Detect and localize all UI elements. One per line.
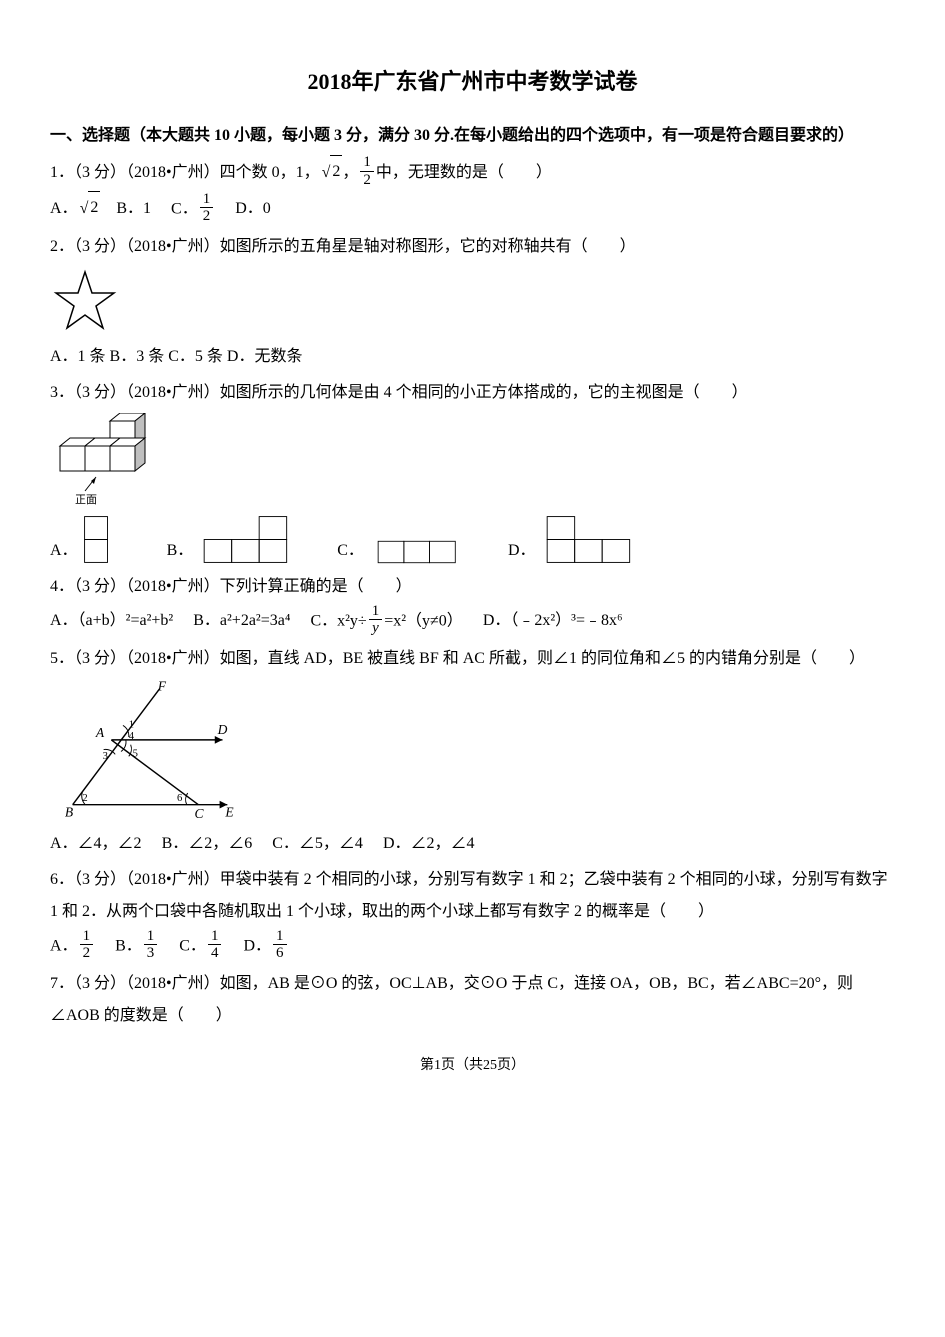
svg-text:D: D	[217, 722, 228, 737]
q6-choices: A．12 B．13 C．14 D．16	[50, 930, 895, 964]
q6-choice-a: A．12	[50, 930, 95, 964]
svg-text:3: 3	[103, 751, 108, 762]
q6-choice-d: D．16	[243, 930, 288, 964]
svg-text:4: 4	[129, 731, 135, 742]
q5-figure-icon: F A D B C E 1 4 3 5 2 6	[50, 679, 250, 824]
cube-figure-icon: 正面	[50, 413, 160, 508]
page-title: 2018年广东省广州市中考数学试卷	[50, 60, 895, 104]
q4-choice-c: C．x²y÷1y=x²（y≠0）	[310, 605, 462, 639]
sqrt-2-icon: 2	[320, 156, 343, 189]
question-7: 7．（3 分）（2018•广州）如图，AB 是⊙O 的弦，OC⊥AB，交⊙O 于…	[50, 968, 895, 1032]
q1-choice-b: B．1	[116, 193, 151, 225]
q6-choice-c: C．14	[179, 930, 223, 964]
frac-1-2-icon: 12	[200, 191, 214, 225]
svg-text:6: 6	[177, 792, 182, 803]
svg-text:A: A	[95, 725, 105, 740]
frac-1-6-icon: 16	[273, 928, 287, 962]
frac-1-y-icon: 1y	[369, 603, 383, 637]
frac-1-2-icon: 12	[360, 154, 374, 188]
q1-stem-c: 中，无理数的是（ ）	[376, 164, 552, 181]
question-5: 5．（3 分）（2018•广州）如图，直线 AD，BE 被直线 BF 和 AC …	[50, 643, 895, 675]
q1-choice-d: D．0	[235, 193, 271, 225]
q4-choice-b: B．a²+2a²=3a⁴	[193, 605, 290, 637]
q5-choice-d: D．∠2，∠4	[383, 828, 475, 860]
q3-option-c-icon	[366, 537, 476, 567]
q3-choice-a-label: A．	[50, 535, 78, 567]
q1-stem-a: 1．（3 分）（2018•广州）四个数 0，1，	[50, 164, 320, 181]
q3-choice-c-label: C．	[337, 535, 364, 567]
q6-choice-b: B．13	[115, 930, 159, 964]
q3-choices: A． B． C． D．	[50, 512, 895, 567]
question-2: 2．（3 分）（2018•广州）如图所示的五角星是轴对称图形，它的对称轴共有（ …	[50, 231, 895, 263]
question-4: 4．（3 分）（2018•广州）下列计算正确的是（ ）	[50, 571, 895, 603]
frac-1-3-icon: 13	[144, 928, 158, 962]
q5-choice-a: A．∠4，∠2	[50, 828, 142, 860]
q1-choice-a: A．2	[50, 192, 100, 225]
q4-choices: A．（a+b）²=a²+b² B．a²+2a²=3a⁴ C．x²y÷1y=x²（…	[50, 605, 895, 639]
q1-stem-b: ，	[342, 164, 358, 181]
question-1: 1．（3 分）（2018•广州）四个数 0，1，2，12中，无理数的是（ ）	[50, 156, 895, 190]
q5-choice-c: C．∠5，∠4	[272, 828, 363, 860]
question-6: 6．（3 分）（2018•广州）甲袋中装有 2 个相同的小球，分别写有数字 1 …	[50, 864, 895, 928]
q5-choice-b: B．∠2，∠6	[162, 828, 253, 860]
q5-choices: A．∠4，∠2 B．∠2，∠6 C．∠5，∠4 D．∠2，∠4	[50, 828, 895, 860]
q2-choices: A．1 条 B．3 条 C．5 条 D．无数条	[50, 341, 895, 373]
star-figure-icon	[50, 267, 120, 337]
exam-page: 2018年广东省广州市中考数学试卷 一、选择题（本大题共 10 小题，每小题 3…	[0, 0, 945, 1110]
svg-text:1: 1	[129, 719, 134, 730]
q3-option-d-icon	[538, 512, 648, 567]
frac-1-2-icon: 12	[80, 928, 94, 962]
svg-text:E: E	[224, 804, 234, 819]
q3-choice-d-label: D．	[508, 535, 536, 567]
svg-text:F: F	[157, 679, 167, 694]
question-3: 3．（3 分）（2018•广州）如图所示的几何体是由 4 个相同的小正方体搭成的…	[50, 377, 895, 409]
section-header: 一、选择题（本大题共 10 小题，每小题 3 分，满分 30 分.在每小题给出的…	[50, 120, 895, 152]
page-footer: 第1页（共25页）	[50, 1052, 895, 1080]
sqrt-2-icon: 2	[78, 192, 101, 225]
q4-choice-d: D．（﹣2x²）³=﹣8x⁶	[483, 605, 623, 637]
q4-choice-a: A．（a+b）²=a²+b²	[50, 605, 173, 637]
svg-text:2: 2	[82, 792, 87, 803]
q3-option-a-icon	[80, 512, 135, 567]
front-label: 正面	[75, 494, 97, 506]
svg-text:B: B	[65, 804, 73, 819]
frac-1-4-icon: 14	[208, 928, 222, 962]
svg-text:5: 5	[133, 748, 138, 759]
q1-choice-c: C．12	[171, 193, 215, 227]
svg-text:C: C	[194, 806, 204, 821]
q3-option-b-icon	[195, 512, 305, 567]
q1-choices: A．2 B．1 C．12 D．0	[50, 192, 895, 226]
q3-choice-b-label: B．	[167, 535, 194, 567]
